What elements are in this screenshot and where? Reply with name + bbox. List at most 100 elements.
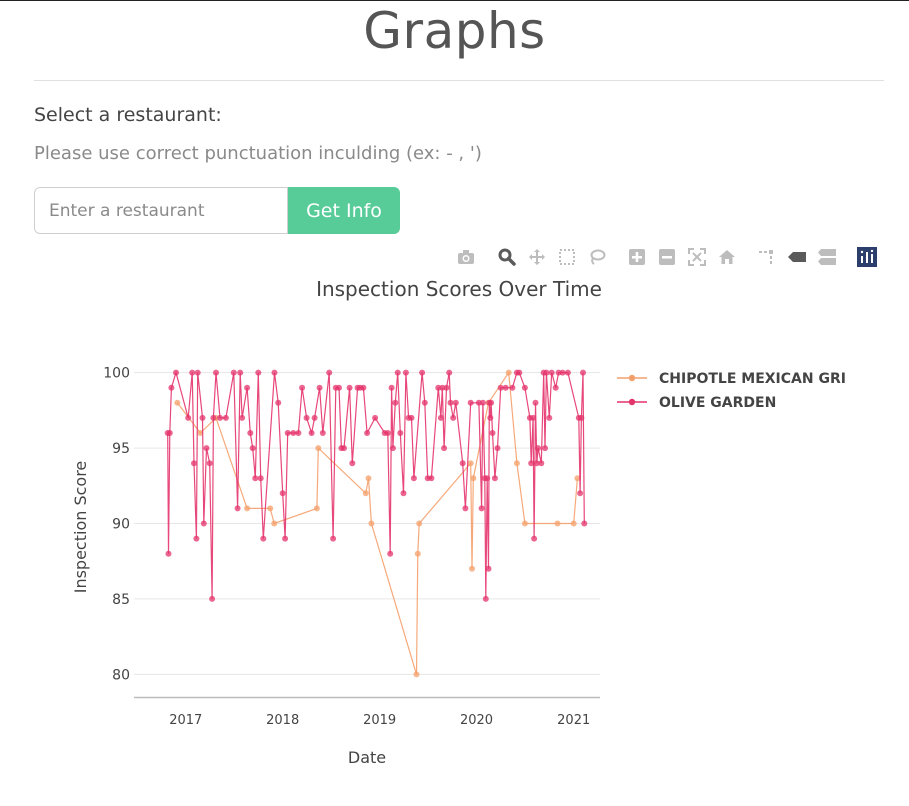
data-point[interactable] (271, 520, 278, 527)
data-point[interactable] (528, 460, 535, 467)
data-point[interactable] (244, 505, 251, 512)
hover-closest-icon[interactable] (786, 246, 808, 268)
data-point[interactable] (349, 460, 356, 467)
data-point[interactable] (443, 384, 450, 391)
data-point[interactable] (313, 505, 320, 512)
autoscale-icon[interactable] (686, 246, 708, 268)
data-point[interactable] (531, 535, 538, 542)
data-point[interactable] (408, 414, 415, 421)
data-point[interactable] (203, 445, 210, 452)
data-point[interactable] (502, 384, 509, 391)
data-point[interactable] (319, 430, 326, 436)
pan-icon[interactable] (526, 246, 548, 268)
camera-icon[interactable] (455, 246, 477, 268)
zoom-icon[interactable] (496, 246, 518, 268)
data-point[interactable] (428, 475, 435, 482)
data-point[interactable] (341, 445, 347, 452)
data-point[interactable] (548, 369, 555, 376)
data-point[interactable] (469, 565, 475, 572)
data-point[interactable] (360, 384, 367, 391)
data-point[interactable] (260, 535, 267, 542)
data-point[interactable] (308, 430, 315, 436)
data-point[interactable] (191, 460, 197, 467)
data-point[interactable] (491, 475, 498, 482)
data-point[interactable] (446, 369, 453, 376)
data-point[interactable] (538, 460, 545, 467)
data-point[interactable] (316, 384, 323, 391)
data-point[interactable] (197, 430, 204, 436)
data-point[interactable] (543, 369, 550, 376)
data-point[interactable] (279, 490, 286, 497)
data-point[interactable] (530, 414, 537, 421)
data-point[interactable] (174, 399, 181, 406)
data-point[interactable] (389, 445, 396, 452)
data-point[interactable] (419, 369, 426, 376)
data-point[interactable] (372, 414, 379, 421)
data-point[interactable] (542, 445, 548, 452)
spike-lines-icon[interactable] (756, 246, 778, 268)
data-point[interactable] (394, 369, 401, 376)
data-point[interactable] (581, 520, 588, 527)
data-point[interactable] (244, 384, 251, 391)
data-point[interactable] (194, 369, 201, 376)
data-point[interactable] (230, 369, 237, 376)
data-point[interactable] (239, 414, 246, 421)
data-point[interactable] (326, 369, 333, 376)
data-point[interactable] (189, 369, 196, 376)
data-point[interactable] (488, 399, 495, 406)
data-point[interactable] (282, 535, 289, 542)
data-point[interactable] (315, 445, 322, 452)
zoom-in-icon[interactable] (626, 246, 648, 268)
data-point[interactable] (402, 369, 409, 376)
lasso-select-icon[interactable] (586, 246, 608, 268)
data-point[interactable] (489, 430, 496, 436)
data-point[interactable] (413, 671, 420, 678)
data-point[interactable] (459, 460, 466, 467)
data-point[interactable] (470, 475, 477, 482)
data-point[interactable] (271, 369, 278, 376)
data-point[interactable] (330, 535, 337, 542)
data-point[interactable] (368, 520, 375, 527)
data-point[interactable] (199, 414, 206, 421)
data-point[interactable] (494, 445, 501, 452)
data-point[interactable] (397, 430, 404, 436)
data-point[interactable] (570, 520, 577, 527)
data-point[interactable] (487, 414, 494, 421)
data-point[interactable] (546, 414, 553, 421)
data-point[interactable] (554, 520, 561, 527)
data-point[interactable] (210, 414, 217, 421)
data-point[interactable] (249, 445, 256, 452)
box-select-icon[interactable] (556, 246, 578, 268)
data-point[interactable] (532, 399, 539, 406)
data-point[interactable] (346, 384, 353, 391)
hover-compare-icon[interactable] (816, 246, 838, 268)
data-point[interactable] (482, 595, 489, 602)
data-point[interactable] (450, 414, 457, 421)
data-point[interactable] (392, 399, 399, 406)
data-point[interactable] (574, 475, 581, 482)
data-point[interactable] (213, 369, 219, 376)
data-point[interactable] (509, 384, 516, 391)
data-point[interactable] (365, 475, 372, 482)
data-point[interactable] (497, 384, 504, 391)
data-point[interactable] (578, 414, 585, 421)
data-point[interactable] (311, 414, 318, 421)
data-point[interactable] (410, 475, 417, 482)
data-point[interactable] (516, 369, 523, 376)
data-point[interactable] (437, 414, 444, 421)
data-point[interactable] (421, 399, 428, 406)
data-point[interactable] (217, 414, 223, 421)
data-point[interactable] (441, 445, 448, 452)
data-point[interactable] (505, 369, 512, 376)
legend-item[interactable]: OLIVE GARDEN (617, 395, 776, 411)
data-point[interactable] (362, 490, 369, 497)
data-point[interactable] (416, 520, 423, 527)
data-point[interactable] (478, 505, 485, 512)
data-point[interactable] (521, 520, 528, 527)
data-point[interactable] (234, 505, 241, 512)
data-point[interactable] (209, 595, 216, 602)
data-point[interactable] (303, 414, 310, 421)
data-point[interactable] (384, 430, 391, 436)
zoom-out-icon[interactable] (656, 246, 678, 268)
data-point[interactable] (387, 550, 394, 557)
